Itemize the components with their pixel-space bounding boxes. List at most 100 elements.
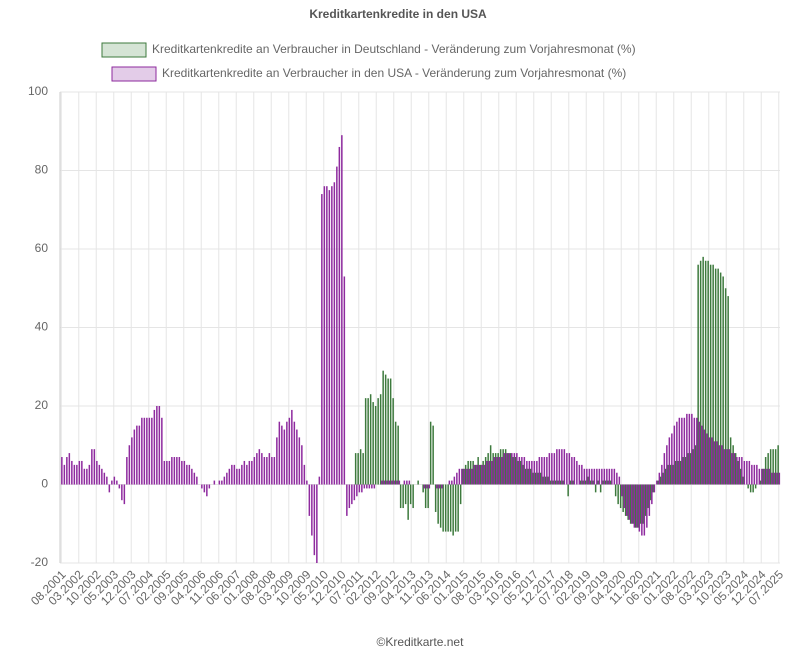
bar (348, 484, 351, 509)
bar (482, 460, 484, 485)
bar (572, 480, 574, 485)
bar (391, 480, 393, 485)
bar (158, 406, 161, 485)
bar (749, 484, 752, 493)
bar (428, 484, 431, 489)
bar (366, 484, 368, 489)
bar (506, 453, 508, 485)
bar (476, 464, 478, 485)
bar (658, 472, 661, 485)
bar (451, 480, 453, 485)
bar (634, 484, 637, 528)
bar (764, 457, 767, 485)
bar (201, 484, 203, 489)
bar (371, 484, 373, 489)
bar (624, 484, 627, 516)
bar (546, 457, 548, 485)
bar (404, 484, 407, 505)
bar (341, 135, 343, 485)
bar (691, 413, 693, 485)
bar (754, 484, 757, 489)
bar (527, 468, 529, 485)
bar (559, 480, 562, 485)
bar (637, 484, 639, 528)
bar (427, 484, 429, 509)
bar (778, 472, 781, 485)
bar (258, 449, 261, 485)
bar (688, 413, 691, 485)
bar (186, 464, 188, 485)
bar (358, 484, 361, 493)
bar (722, 276, 724, 485)
bar (486, 460, 488, 485)
bar (136, 425, 138, 485)
bar (777, 445, 779, 485)
bar (494, 453, 497, 485)
bar (311, 484, 313, 536)
bar (592, 480, 594, 485)
bar (524, 468, 527, 485)
bar (609, 480, 612, 485)
bar (687, 453, 689, 485)
bar (732, 445, 734, 485)
bar (463, 468, 466, 485)
bar (448, 480, 451, 485)
bar (432, 425, 434, 485)
legend-swatch (111, 66, 157, 82)
bar (178, 457, 181, 485)
bar (456, 472, 458, 485)
bar (599, 484, 602, 493)
bar (288, 417, 291, 485)
bar (632, 484, 634, 524)
bar (547, 476, 549, 485)
bar (126, 457, 128, 485)
bar (682, 457, 684, 485)
bar (441, 484, 443, 489)
bar (541, 457, 543, 485)
bar (361, 484, 363, 493)
bar (388, 480, 391, 485)
bar (673, 425, 676, 485)
bar (537, 472, 539, 485)
bar (748, 460, 751, 485)
bar (738, 457, 741, 485)
bar (528, 460, 531, 485)
bar (253, 457, 256, 485)
bar (306, 480, 308, 485)
bar (368, 484, 371, 489)
bar (539, 472, 542, 485)
y-tick-label: 60 (35, 241, 49, 255)
bar (704, 260, 707, 485)
bar (656, 480, 658, 485)
bar (464, 464, 467, 485)
bar (542, 476, 544, 485)
bar (596, 468, 598, 485)
bar (423, 484, 426, 489)
bar (724, 288, 727, 485)
bar (208, 484, 211, 489)
bar (457, 484, 459, 532)
bar (532, 472, 534, 485)
bar (71, 460, 73, 485)
bar (544, 476, 547, 485)
bar (597, 480, 599, 485)
bar (548, 453, 551, 485)
bar (697, 264, 699, 485)
bar (557, 480, 559, 485)
bar (168, 460, 171, 485)
bar (248, 460, 251, 485)
bar (103, 472, 106, 485)
bar (729, 437, 732, 485)
bar (389, 378, 392, 485)
bar (281, 425, 283, 485)
bar (426, 484, 428, 489)
bar (683, 417, 686, 485)
bar (231, 464, 233, 485)
bar (438, 484, 441, 489)
bar (497, 453, 499, 485)
bar (776, 472, 778, 485)
bar (633, 484, 636, 528)
bar (383, 480, 386, 485)
bar (627, 484, 629, 520)
bar (236, 468, 238, 485)
